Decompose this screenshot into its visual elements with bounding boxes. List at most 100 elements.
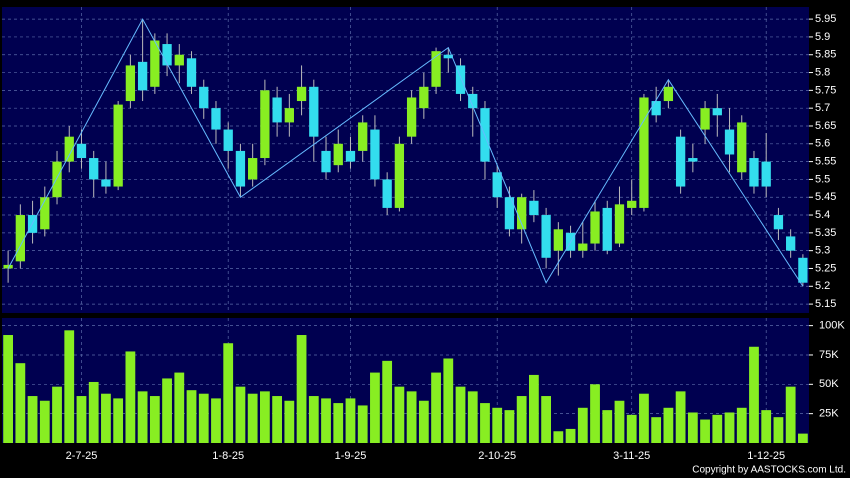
volume-bar — [370, 372, 380, 443]
volume-bar — [541, 396, 552, 443]
volume-bar — [626, 414, 637, 443]
candle-body — [602, 207, 612, 251]
candle-body — [150, 40, 160, 87]
y-tick-label: 5.55 — [815, 156, 836, 168]
y-tick-label: 5.25 — [815, 262, 836, 274]
volume-bar — [52, 386, 62, 443]
candle-body — [419, 86, 429, 109]
volume-bar — [27, 396, 38, 443]
volume-bar — [113, 398, 124, 443]
volume-bar — [88, 381, 99, 443]
y-tick-label: 25K — [819, 408, 839, 420]
candle-body — [186, 58, 197, 87]
candle-body — [321, 150, 331, 173]
y-tick-label: 5.15 — [815, 298, 836, 310]
zigzag-line — [7, 18, 804, 287]
candle-body — [504, 197, 515, 230]
candle-body — [529, 200, 539, 216]
volume-bar — [382, 360, 393, 443]
candle-body — [590, 211, 600, 244]
volume-bar — [235, 386, 246, 443]
candle-body — [394, 143, 405, 208]
candle-body — [333, 143, 343, 166]
candle-body — [468, 93, 478, 109]
y-tick-label: 75K — [819, 349, 839, 361]
candle-body — [700, 108, 710, 130]
y-tick-label: 5.8 — [815, 66, 830, 78]
y-tick-label: 5.45 — [815, 191, 836, 203]
volume-bar — [553, 431, 564, 443]
volume-bar — [687, 412, 698, 443]
candle-body — [101, 179, 111, 187]
volume-bar — [700, 419, 710, 443]
y-tick-label: 5.65 — [815, 120, 836, 132]
volume-bar — [614, 400, 625, 443]
y-tick-label: 5.4 — [815, 209, 830, 221]
volume-bar — [357, 405, 368, 443]
candle-body — [761, 161, 771, 187]
candle-body — [3, 264, 13, 269]
volume-bar — [15, 363, 26, 443]
volume-bar — [480, 403, 490, 443]
candle-body — [64, 136, 74, 162]
candle-body — [443, 54, 453, 59]
volume-bar — [443, 358, 454, 443]
volume-bar — [797, 433, 808, 443]
volume-bar — [125, 351, 136, 443]
volume-bar — [761, 410, 772, 443]
volume-bar — [186, 390, 197, 443]
candle-body — [235, 150, 246, 187]
candle-body — [52, 161, 62, 198]
candle-body — [76, 143, 87, 159]
copyright: Copyright by AASTOCKS.com Ltd. — [692, 465, 846, 476]
volume-bar — [736, 407, 747, 443]
candle-body — [137, 61, 148, 91]
candle-body — [773, 215, 784, 230]
volume-bar — [590, 384, 600, 443]
volume-bar — [712, 414, 723, 443]
volume-bar — [577, 407, 588, 443]
volume-bar — [211, 398, 221, 443]
candle-body — [406, 97, 417, 137]
candle-body — [786, 236, 796, 251]
y-tick-label: 5.2 — [815, 280, 830, 292]
volume-bar — [162, 378, 172, 443]
x-tick-label: 1-8-25 — [212, 450, 244, 462]
volume-bar — [345, 398, 356, 443]
volume-bar — [64, 330, 75, 443]
y-tick-label: 100K — [819, 320, 845, 332]
candle-body — [358, 122, 368, 151]
candle-body — [749, 158, 759, 187]
candle-body — [492, 172, 502, 198]
candle-body — [345, 150, 356, 162]
y-tick-label: 5.7 — [815, 102, 830, 114]
volume-bar — [467, 391, 478, 443]
volume-bar — [137, 391, 148, 443]
x-tick-label: 1-9-25 — [335, 450, 367, 462]
candle-body — [284, 108, 294, 123]
volume-bar — [321, 398, 331, 443]
candle-body — [296, 86, 307, 102]
volume-bar — [528, 374, 539, 443]
y-tick-label: 5.6 — [815, 138, 830, 150]
candle-body — [737, 122, 747, 173]
x-tick-label: 3-11-25 — [613, 450, 650, 462]
candle-body — [89, 158, 99, 180]
candle-body — [272, 97, 282, 123]
candle-body — [248, 158, 258, 180]
candle-body — [798, 257, 808, 283]
candle-body — [174, 54, 184, 66]
volume-bar — [724, 412, 735, 443]
candle-body — [40, 197, 50, 230]
candle-body — [651, 101, 661, 116]
volume-bar — [639, 393, 649, 443]
volume-bar — [785, 386, 796, 443]
candle-body — [614, 204, 625, 244]
candle-body — [382, 179, 392, 208]
candle-body — [639, 97, 649, 208]
volume-bar — [565, 428, 576, 443]
candle-body — [162, 44, 172, 66]
volume-bar — [174, 372, 185, 443]
volume-bar — [76, 396, 87, 443]
